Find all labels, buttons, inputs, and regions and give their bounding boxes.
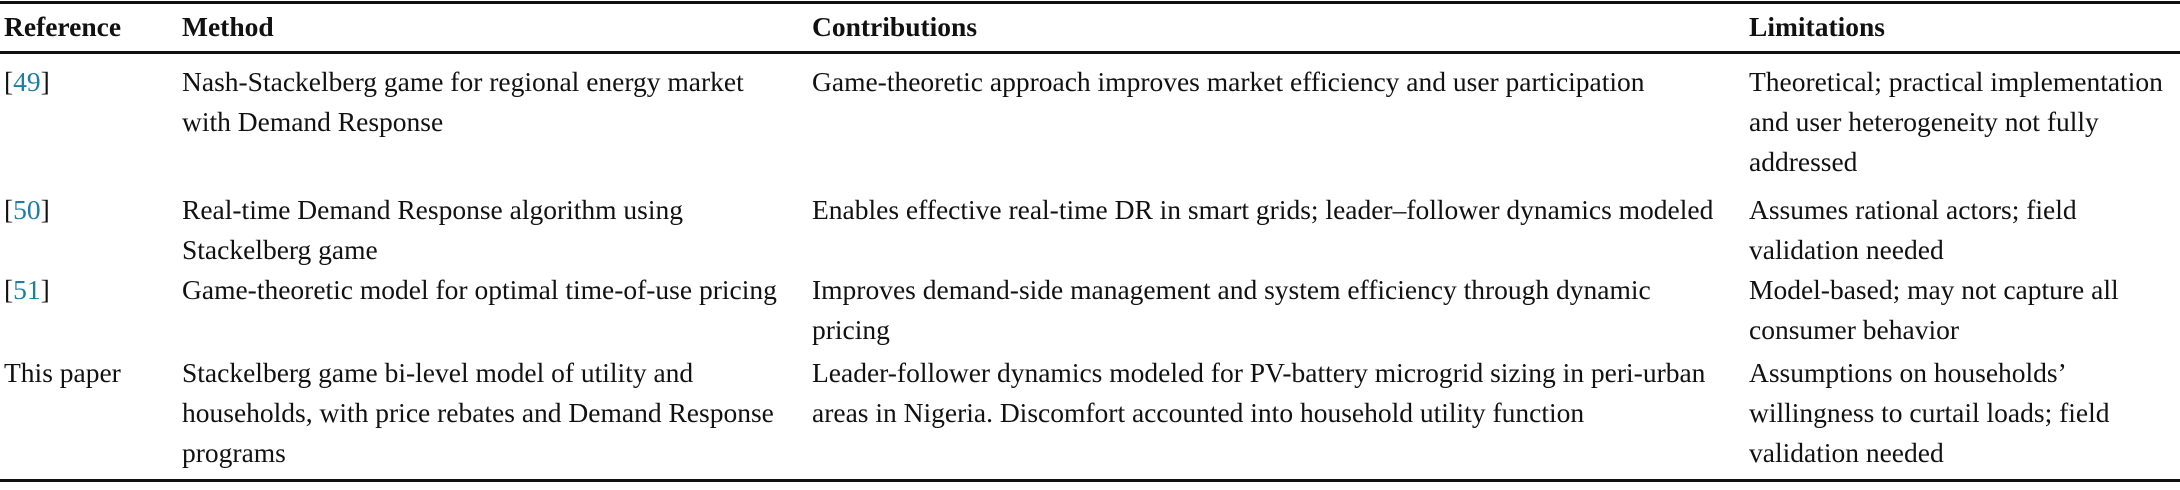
table-row: [51] Game-theoretic model for optimal ti… — [0, 270, 2180, 353]
bracket: [ — [4, 194, 14, 225]
reference-cell: [49] — [0, 53, 176, 191]
header-limitations: Limitations — [1749, 11, 1885, 42]
reference-cell: This paper — [4, 357, 121, 388]
contributions-cell: Game-theoretic approach improves market … — [812, 66, 1645, 97]
bracket: ] — [40, 194, 50, 225]
reference-cell: [51] — [0, 270, 176, 353]
header-contributions: Contributions — [812, 11, 978, 42]
citation-link[interactable]: 49 — [13, 66, 41, 97]
bracket: [ — [4, 274, 14, 305]
method-cell: Game-theoretic model for optimal time-of… — [182, 274, 777, 305]
bracket: ] — [40, 274, 50, 305]
limitations-cell: Theoretical; practical implementation an… — [1749, 66, 2163, 177]
table-row: This paper Stackelberg game bi-level mod… — [0, 353, 2180, 481]
contributions-cell: Enables effective real-time DR in smart … — [812, 194, 1714, 225]
method-cell: Nash-Stackelberg game for regional energ… — [182, 66, 744, 137]
header-reference: Reference — [4, 11, 122, 42]
header-row: Reference Method Contributions Limitatio… — [0, 2, 2180, 53]
bracket: ] — [40, 66, 50, 97]
bracket: [ — [4, 66, 14, 97]
method-cell: Stackelberg game bi-level model of utili… — [182, 357, 774, 468]
limitations-cell: Assumes rational actors; field validatio… — [1749, 194, 2077, 265]
method-cell: Real-time Demand Response algorithm usin… — [182, 194, 684, 265]
limitations-cell: Model-based; may not capture all consume… — [1749, 274, 2119, 345]
table-row: [50] Real-time Demand Response algorithm… — [0, 190, 2180, 270]
citation-link[interactable]: 51 — [13, 274, 41, 305]
reference-cell: [50] — [0, 190, 176, 270]
contributions-cell: Leader-follower dynamics modeled for PV-… — [812, 357, 1706, 428]
limitations-cell: Assumptions on households’ willingness t… — [1749, 357, 2110, 468]
contributions-cell: Improves demand-side management and syst… — [812, 274, 1651, 345]
header-method: Method — [182, 11, 274, 42]
citation-link[interactable]: 50 — [13, 194, 41, 225]
table-row: [49] Nash-Stackelberg game for regional … — [0, 53, 2180, 191]
